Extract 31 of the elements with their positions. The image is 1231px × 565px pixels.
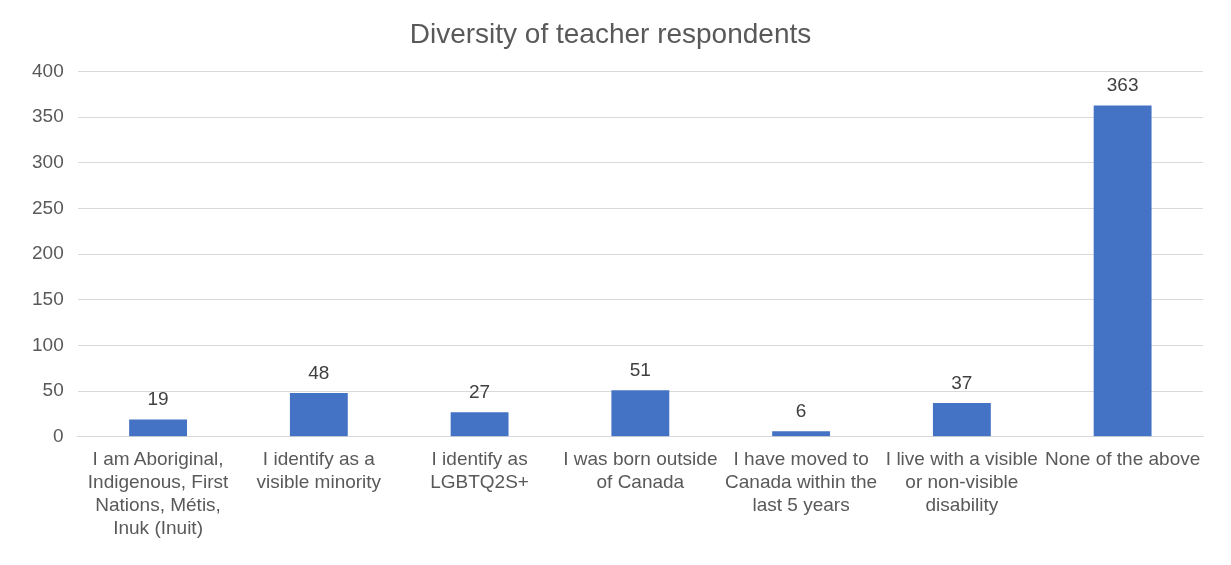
y-tick-label: 50 <box>42 379 64 401</box>
x-tick-label: I identify as LGBTQ2S+ <box>430 448 529 493</box>
y-tick-label: 400 <box>32 59 64 81</box>
bar <box>611 390 670 437</box>
bar <box>1093 105 1152 437</box>
data-label: 27 <box>469 380 491 402</box>
y-tick-label: 0 <box>53 425 64 447</box>
bar <box>772 431 831 437</box>
x-tick-label: I identify as a visible minority <box>256 448 382 493</box>
chart-title: Diversity of teacher respondents <box>409 17 812 49</box>
x-tick-label: I am Aboriginal, Indigenous, First Nations, Métis, Inuk (Inuit) <box>87 448 230 538</box>
x-tick-label: I live with a visible or non-visible disability <box>885 448 1038 516</box>
x-tick-label: I was born outside of Canada <box>563 448 718 493</box>
x-tick-label: I have moved to Canada within the last 5 years <box>725 448 878 516</box>
y-tick-label: 150 <box>32 288 64 310</box>
y-tick-label: 200 <box>32 242 64 264</box>
data-label: 19 <box>147 388 169 410</box>
bar <box>289 392 348 437</box>
data-label: 6 <box>795 400 807 422</box>
y-tick-label: 350 <box>32 105 64 127</box>
x-tick-label: None of the above <box>1044 448 1201 470</box>
y-tick-label: 250 <box>32 196 64 218</box>
data-label: 363 <box>1106 74 1139 96</box>
bar <box>932 403 991 437</box>
bar <box>450 412 509 437</box>
bar <box>129 419 188 437</box>
data-label: 48 <box>308 361 330 383</box>
data-label: 51 <box>629 358 651 380</box>
y-tick-label: 100 <box>32 333 64 355</box>
data-label: 37 <box>951 371 973 393</box>
y-tick-label: 300 <box>32 151 64 173</box>
